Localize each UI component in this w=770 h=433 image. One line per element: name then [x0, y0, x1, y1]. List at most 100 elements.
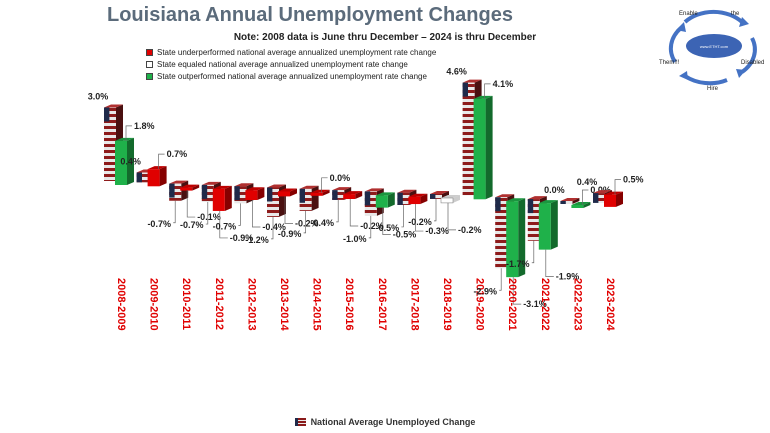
state-leader-4	[252, 200, 261, 228]
national-leader-3	[205, 202, 209, 225]
state-leader-8	[382, 207, 391, 235]
national-bar-1-canton	[136, 172, 142, 183]
state-bar-6-side	[322, 189, 330, 196]
state-label-12: -3.1%	[523, 299, 547, 309]
state-label-9: -0.3%	[425, 226, 449, 236]
national-bar-15	[593, 193, 605, 203]
national-bar-15-canton	[593, 193, 599, 203]
legend-item-outperformed: State outperformed national average annu…	[146, 70, 436, 82]
national-label-0: 3.0%	[88, 92, 109, 102]
chart-subtitle: Note: 2008 data is June thru December – …	[233, 32, 537, 43]
state-bar-14-side	[583, 202, 591, 208]
state-label-6: 0.0%	[330, 173, 351, 183]
national-bar-14-canton	[560, 201, 566, 204]
state-bar-6-top	[310, 189, 330, 193]
category-label-2: 2010-2011	[180, 278, 192, 330]
state-leader-13	[545, 249, 554, 277]
legend-item-underperformed: State underperformed national average an…	[146, 46, 436, 58]
national-bar-3-top	[201, 181, 221, 185]
state-bar-12-side	[518, 198, 526, 278]
logo-center-text: www.ETHT.com	[700, 44, 729, 49]
state-bar-10	[440, 197, 454, 204]
state-bar-4	[245, 190, 258, 200]
logo-word-hire: Hire	[707, 86, 719, 92]
state-bar-7-top	[343, 191, 363, 195]
chart-title: Louisiana Annual Unemployment Changes	[107, 4, 513, 26]
category-label-10: 2018-2019	[441, 278, 453, 331]
state-bar-12	[506, 201, 519, 278]
state-bar-5	[278, 191, 290, 197]
national-bar-6-top	[299, 185, 319, 189]
state-label-14: 0.0%	[590, 185, 611, 195]
state-bar-4-top	[245, 187, 265, 191]
legend-swatch-red	[146, 48, 153, 56]
category-label-14: 2022-2023	[571, 278, 583, 331]
state-label-11: 4.1%	[493, 79, 514, 89]
category-label-8: 2016-2017	[376, 278, 388, 331]
state-bar-14	[571, 205, 584, 208]
national-bar-14-side	[572, 198, 580, 204]
state-leader-12	[512, 277, 522, 305]
national-bar-11-top	[462, 79, 482, 83]
state-bar-9	[408, 196, 421, 205]
state-bar-7-side	[355, 191, 363, 199]
footer-legend: National Average Unemployed Change	[0, 417, 770, 427]
national-label-4: -0.7%	[213, 221, 237, 231]
category-label-6: 2014-2015	[311, 278, 323, 331]
national-label-3: -0.7%	[180, 220, 204, 230]
national-bar-0	[104, 107, 116, 181]
category-label-1: 2009-2010	[148, 278, 160, 331]
national-bar-7	[332, 190, 345, 200]
state-bar-0-top	[115, 137, 134, 141]
state-bar-9-top	[408, 193, 428, 197]
state-bar-3	[212, 188, 225, 211]
state-bar-9-side	[420, 193, 428, 205]
state-bar-11	[473, 98, 486, 200]
national-label-10: -0.2%	[408, 217, 432, 227]
state-leader-0	[125, 125, 132, 141]
etht-logo: www.ETHT.com Enable the Disabled Hire Th…	[657, 0, 770, 95]
national-bar-12	[495, 197, 508, 269]
state-bar-5-top	[278, 188, 297, 192]
national-label-2: -0.7%	[147, 219, 171, 229]
national-bar-14-top	[560, 198, 580, 201]
legend-swatch-green	[146, 72, 153, 80]
state-label-0: 1.8%	[134, 121, 155, 131]
state-bar-0	[115, 140, 127, 185]
national-leader-12	[499, 268, 502, 291]
state-bar-13-side	[550, 200, 558, 250]
national-bar-14	[560, 201, 573, 204]
state-label-5: -0.2%	[295, 218, 319, 228]
state-bar-10-side	[453, 195, 460, 203]
national-leader-7	[336, 199, 339, 223]
category-label-9: 2017-2018	[408, 278, 420, 331]
national-label-9: -0.5%	[376, 223, 400, 233]
state-label-8: -0.5%	[393, 230, 417, 240]
state-label-13: -1.9%	[556, 272, 580, 282]
national-label-12: -2.9%	[473, 286, 497, 296]
national-bar-2-top	[169, 180, 189, 184]
national-leader-10	[434, 198, 437, 222]
state-leader-7	[349, 199, 359, 227]
state-bar-1	[147, 169, 160, 187]
national-label-5: -1.2%	[245, 235, 269, 245]
state-bar-12-top	[506, 198, 526, 202]
state-bar-11-side	[485, 95, 493, 200]
national-leader-4	[238, 203, 241, 226]
category-label-4: 2012-2013	[245, 278, 257, 331]
state-label-4: -0.4%	[262, 222, 286, 232]
category-label-7: 2015-2016	[343, 278, 355, 331]
national-bar-5-canton	[267, 187, 273, 202]
national-bar-15-top	[593, 190, 612, 194]
state-leader-11	[484, 83, 491, 99]
state-leader-2	[186, 190, 196, 218]
state-bar-1-top	[147, 166, 167, 170]
national-bar-13-top	[527, 196, 547, 200]
footer-label: National Average Unemployed Change	[310, 417, 476, 427]
national-leader-6	[303, 210, 306, 234]
state-leader-1	[158, 153, 165, 170]
national-bar-4-canton	[234, 186, 240, 201]
legend-label-equaled: State equaled national average annualize…	[157, 59, 408, 69]
national-bar-6-canton	[299, 188, 305, 203]
